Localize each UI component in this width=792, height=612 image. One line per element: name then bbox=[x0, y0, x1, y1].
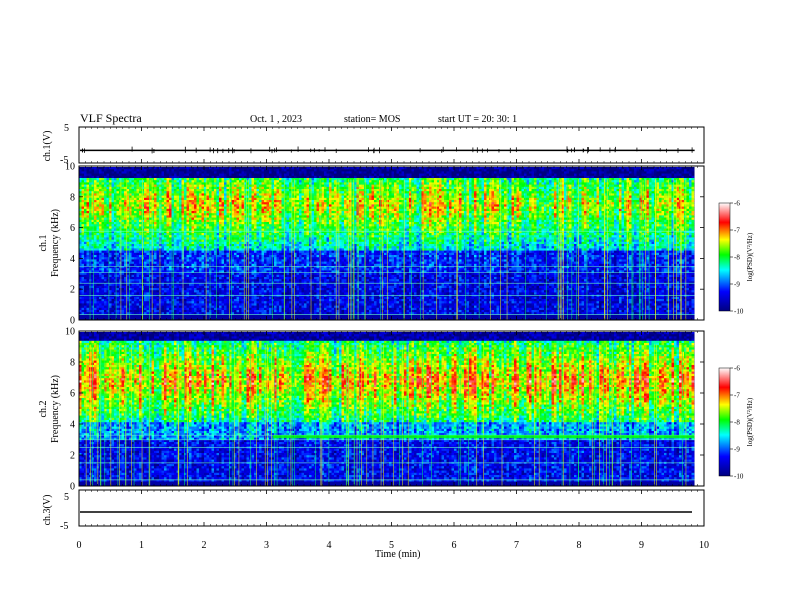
ch1-ytick-top: 5 bbox=[64, 123, 69, 134]
ch2-spectrogram bbox=[79, 332, 704, 487]
ch2-colorbar: -6 -7 -8 -9 -10 log(PSD)(V²/Hz) bbox=[718, 365, 754, 481]
ch2-spec-ylabel-top: ch.2 bbox=[38, 401, 49, 418]
x-tick-label: 9 bbox=[639, 540, 644, 551]
ch1-colorbar: -6 -7 -8 -9 -10 log(PSD)(V²/Hz) bbox=[718, 200, 754, 316]
freq-tick-label: 10 bbox=[65, 162, 75, 173]
freq-tick-label: 2 bbox=[70, 285, 75, 296]
colorbar-tick-label: -7 bbox=[734, 227, 740, 235]
x-tick-label: 7 bbox=[514, 540, 519, 551]
x-tick-label: 0 bbox=[77, 540, 82, 551]
freq-tick-label: 8 bbox=[70, 358, 75, 369]
ch1-ytick-bottom: -5 bbox=[60, 155, 68, 166]
freq-tick-label: 4 bbox=[70, 420, 75, 431]
ch1-ylabel: ch.1(V) bbox=[42, 131, 53, 162]
x-tick-label: 6 bbox=[452, 540, 457, 551]
freq-tick-label: 6 bbox=[70, 389, 75, 400]
time-axis: 0 1 2 3 4 5 6 7 8 9 10 bbox=[77, 127, 709, 551]
freq-tick-label: 0 bbox=[70, 316, 75, 327]
ch1-spec-ylabel-top: ch.1 bbox=[38, 235, 49, 252]
ch1-spectrogram bbox=[79, 167, 704, 320]
freq-tick-label: 2 bbox=[70, 451, 75, 462]
freq-tick-label: 10 bbox=[65, 327, 75, 338]
colorbar-tick-label: -8 bbox=[734, 419, 740, 427]
station-label: station= MOS bbox=[344, 114, 400, 125]
ch2-freq-ticks: 0 2 4 6 8 10 bbox=[65, 327, 704, 493]
freq-tick-label: 0 bbox=[70, 482, 75, 493]
colorbar-tick-label: -6 bbox=[734, 365, 740, 373]
ch2-colorbar-label: log(PSD)(V²/Hz) bbox=[746, 397, 754, 446]
ch1-colorbar-label: log(PSD)(V²/Hz) bbox=[746, 232, 754, 281]
ch3-ytick-top: 5 bbox=[64, 492, 69, 503]
x-tick-label: 4 bbox=[327, 540, 332, 551]
ch2-spectrogram-panel: 0 2 4 6 8 10 ch.2 Frequency (kHz) -6 -7 -8 -9 -10… bbox=[38, 327, 754, 493]
ch2-spec-ylabel-bottom: Frequency (kHz) bbox=[50, 375, 61, 443]
x-axis-label: Time (min) bbox=[375, 549, 420, 560]
ch1-spectrogram-panel: 0 2 4 6 8 10 ch.1 Frequency (kHz) -6 -7 -8 -9 -10… bbox=[38, 162, 754, 327]
colorbar-tick-label: -9 bbox=[734, 281, 740, 289]
date-label: Oct. 1 , 2023 bbox=[250, 114, 302, 125]
x-tick-label: 5 bbox=[389, 540, 394, 551]
colorbar-tick-label: -10 bbox=[734, 473, 744, 481]
colorbar-tick-label: -8 bbox=[734, 254, 740, 262]
ch1-spec-ylabel-bottom: Frequency (kHz) bbox=[50, 209, 61, 277]
x-tick-label: 1 bbox=[139, 540, 144, 551]
freq-tick-label: 8 bbox=[70, 192, 75, 203]
ch1-trace bbox=[80, 146, 695, 154]
x-tick-label: 2 bbox=[202, 540, 207, 551]
x-tick-label: 8 bbox=[577, 540, 582, 551]
colorbar-tick-label: -9 bbox=[734, 446, 740, 454]
x-tick-label: 3 bbox=[264, 540, 269, 551]
ch1-freq-ticks: 0 2 4 6 8 10 bbox=[65, 162, 704, 327]
ch3-ytick-bottom: -5 bbox=[60, 521, 68, 532]
start-time-label: start UT = 20: 30: 1 bbox=[438, 114, 517, 125]
colorbar-tick-label: -6 bbox=[734, 200, 740, 208]
colorbar-tick-label: -10 bbox=[734, 308, 744, 316]
freq-tick-label: 4 bbox=[70, 254, 75, 265]
ch3-ylabel: ch.3(V) bbox=[42, 495, 53, 526]
colorbar-tick-label: -7 bbox=[734, 392, 740, 400]
freq-tick-label: 6 bbox=[70, 223, 75, 234]
figure-title: VLF Spectra bbox=[80, 111, 142, 125]
x-tick-label: 10 bbox=[699, 540, 709, 551]
